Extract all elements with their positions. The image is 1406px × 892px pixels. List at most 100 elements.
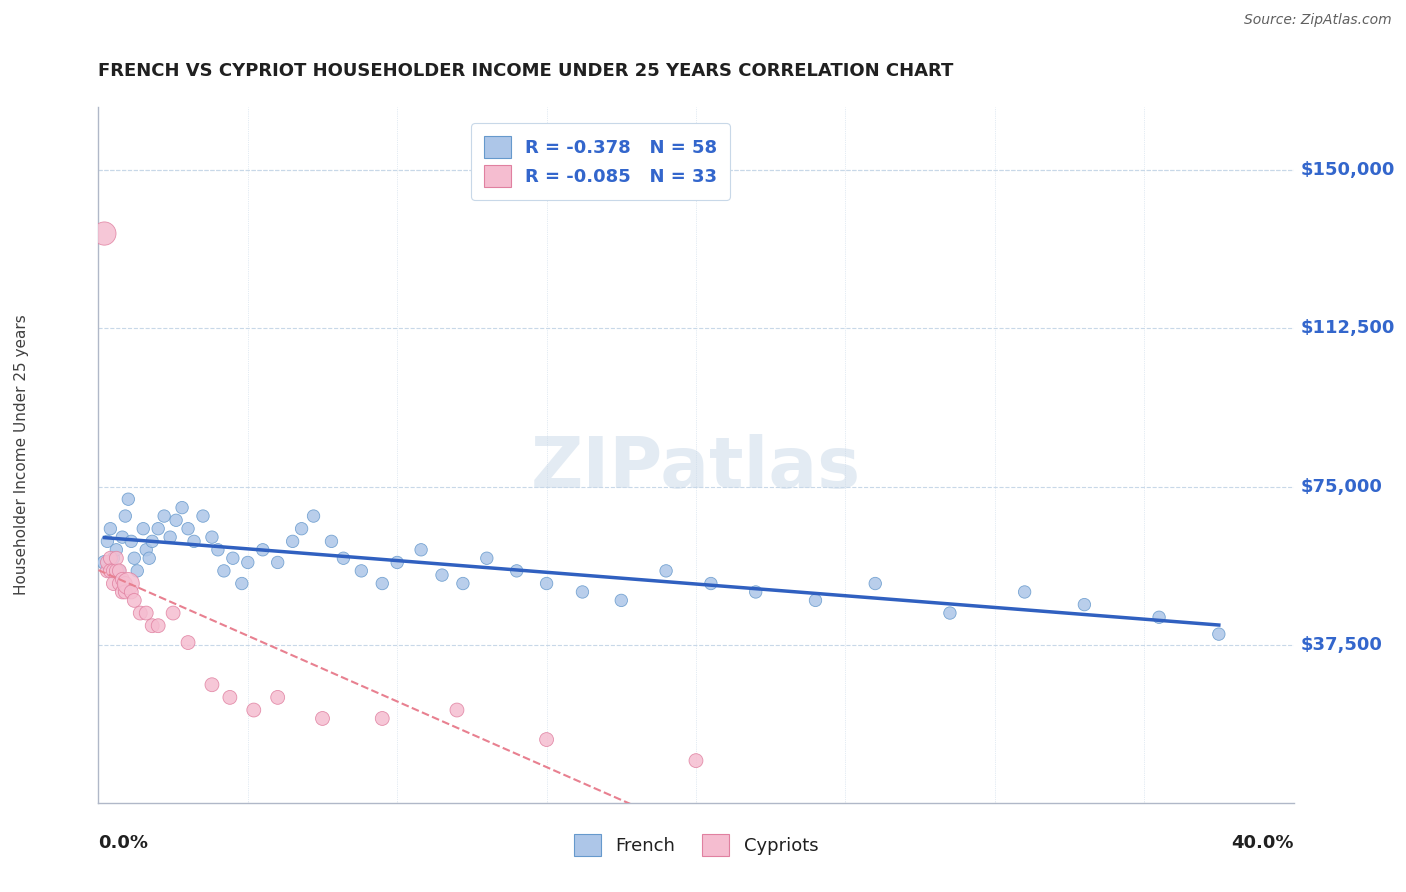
Point xyxy=(350,564,373,578)
Point xyxy=(103,564,125,578)
Point xyxy=(111,572,134,586)
Text: $37,500: $37,500 xyxy=(1301,636,1382,654)
Point xyxy=(655,564,678,578)
Point xyxy=(201,678,224,692)
Text: $150,000: $150,000 xyxy=(1301,161,1395,179)
Point xyxy=(201,530,224,544)
Text: 0.0%: 0.0% xyxy=(98,834,149,852)
Point xyxy=(1147,610,1170,624)
Point xyxy=(132,522,155,536)
Point xyxy=(124,551,146,566)
Point xyxy=(332,551,354,566)
Point xyxy=(153,509,176,524)
Point xyxy=(385,556,409,570)
Point xyxy=(281,534,304,549)
Point xyxy=(114,585,136,599)
Point xyxy=(804,593,827,607)
Point xyxy=(610,593,633,607)
Point xyxy=(321,534,343,549)
Point xyxy=(430,568,453,582)
Point xyxy=(96,534,118,549)
Point xyxy=(135,542,157,557)
Point xyxy=(93,227,115,241)
Point xyxy=(685,754,707,768)
Point xyxy=(311,711,333,725)
Point xyxy=(1208,627,1230,641)
Point xyxy=(177,635,200,649)
Point xyxy=(105,542,128,557)
Point xyxy=(1073,598,1095,612)
Point xyxy=(177,522,200,536)
Point xyxy=(243,703,266,717)
Point xyxy=(93,556,115,570)
Point xyxy=(183,534,205,549)
Text: Householder Income Under 25 years: Householder Income Under 25 years xyxy=(14,315,28,595)
Point xyxy=(371,711,394,725)
Point xyxy=(124,593,146,607)
Point xyxy=(939,606,962,620)
Point xyxy=(117,492,139,507)
Point xyxy=(114,509,136,524)
Point xyxy=(127,564,149,578)
Point xyxy=(536,576,558,591)
Point xyxy=(571,585,593,599)
Point xyxy=(141,534,163,549)
Point xyxy=(98,551,122,566)
Point xyxy=(129,606,152,620)
Point xyxy=(302,509,325,524)
Text: $112,500: $112,500 xyxy=(1301,319,1395,337)
Point xyxy=(212,564,235,578)
Point xyxy=(98,564,122,578)
Point xyxy=(506,564,529,578)
Point xyxy=(120,534,142,549)
Point xyxy=(111,530,134,544)
Point xyxy=(98,522,122,536)
Point xyxy=(108,564,131,578)
Point xyxy=(236,556,259,570)
Point xyxy=(103,551,125,566)
Point xyxy=(207,542,229,557)
Point xyxy=(700,576,723,591)
Text: 40.0%: 40.0% xyxy=(1232,834,1294,852)
Point xyxy=(1014,585,1036,599)
Point xyxy=(865,576,887,591)
Point xyxy=(105,551,128,566)
Point xyxy=(103,576,125,591)
Point xyxy=(148,522,170,536)
Text: FRENCH VS CYPRIOT HOUSEHOLDER INCOME UNDER 25 YEARS CORRELATION CHART: FRENCH VS CYPRIOT HOUSEHOLDER INCOME UND… xyxy=(98,62,953,80)
Point xyxy=(165,513,187,527)
Point xyxy=(267,556,290,570)
Point xyxy=(162,606,184,620)
Point xyxy=(267,690,290,705)
Point xyxy=(219,690,242,705)
Point xyxy=(111,585,134,599)
Point xyxy=(108,576,131,591)
Point xyxy=(371,576,394,591)
Point xyxy=(96,556,118,570)
Point xyxy=(475,551,498,566)
Point xyxy=(135,606,157,620)
Point xyxy=(114,576,136,591)
Text: $75,000: $75,000 xyxy=(1301,477,1382,496)
Point xyxy=(191,509,214,524)
Legend: French, Cypriots: French, Cypriots xyxy=(567,827,825,863)
Point xyxy=(159,530,181,544)
Point xyxy=(148,618,170,632)
Point xyxy=(446,703,468,717)
Point xyxy=(411,542,433,557)
Point xyxy=(105,564,128,578)
Point xyxy=(141,618,163,632)
Point xyxy=(96,564,118,578)
Point xyxy=(172,500,194,515)
Point xyxy=(290,522,312,536)
Point xyxy=(252,542,274,557)
Point xyxy=(222,551,245,566)
Point xyxy=(451,576,474,591)
Point xyxy=(138,551,160,566)
Point xyxy=(536,732,558,747)
Text: ZIPatlas: ZIPatlas xyxy=(531,434,860,503)
Point xyxy=(231,576,253,591)
Point xyxy=(117,576,139,591)
Point xyxy=(120,585,142,599)
Point xyxy=(108,564,131,578)
